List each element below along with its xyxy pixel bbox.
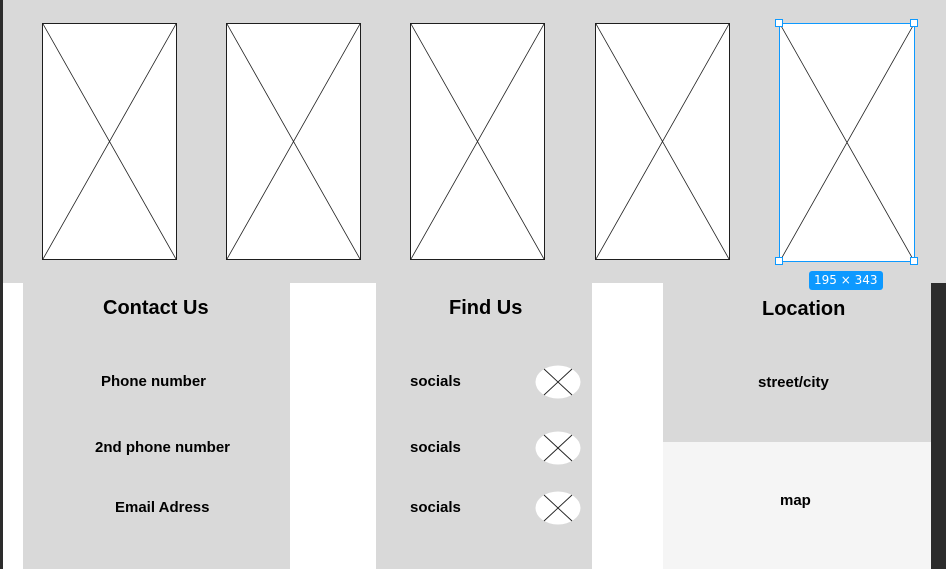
map-label: map	[780, 492, 811, 509]
map-area[interactable]	[663, 442, 931, 569]
location-heading: Location	[762, 298, 846, 320]
image-placeholder-1[interactable]	[42, 23, 177, 260]
social-label-2: socials	[410, 439, 461, 456]
image-placeholder-3[interactable]	[410, 23, 545, 260]
contact-heading: Contact Us	[103, 297, 209, 319]
find-us-heading: Find Us	[449, 297, 523, 319]
resize-handle-top-left[interactable]	[775, 19, 783, 27]
social-label-1: socials	[410, 373, 461, 390]
street-city-label: street/city	[758, 374, 829, 391]
social-label-3: socials	[410, 499, 461, 516]
image-placeholder-icon	[596, 24, 729, 259]
social-placeholder-icon[interactable]	[535, 491, 581, 525]
image-placeholder-4[interactable]	[595, 23, 730, 260]
image-placeholder-icon	[43, 24, 176, 259]
image-placeholder-icon	[411, 24, 544, 259]
image-placeholder-icon	[780, 24, 914, 261]
resize-handle-top-right[interactable]	[910, 19, 918, 27]
email-label: Email Adress	[115, 499, 210, 516]
social-placeholder-icon[interactable]	[535, 431, 581, 465]
social-placeholder-icon[interactable]	[535, 365, 581, 399]
find-us-column[interactable]	[376, 283, 592, 569]
image-placeholder-2[interactable]	[226, 23, 361, 260]
selection-size-badge: 195 × 343	[809, 271, 883, 290]
contact-column[interactable]	[23, 283, 290, 569]
phone-number-label: Phone number	[101, 373, 207, 390]
resize-handle-bottom-right[interactable]	[910, 257, 918, 265]
location-column[interactable]	[663, 283, 931, 442]
second-phone-label: 2nd phone number	[95, 439, 230, 456]
image-placeholder-icon	[227, 24, 360, 259]
resize-handle-bottom-left[interactable]	[775, 257, 783, 265]
image-placeholder-5-selected[interactable]	[779, 23, 915, 262]
